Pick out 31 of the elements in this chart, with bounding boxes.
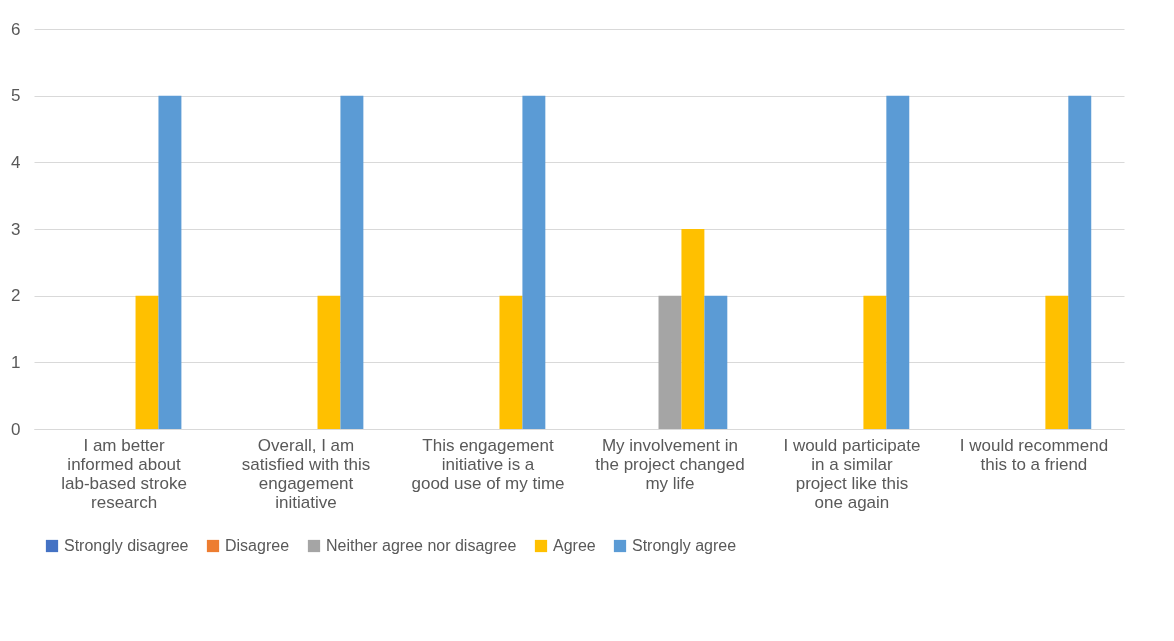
y-tick-label: 2: [11, 286, 21, 306]
x-tick-label: Overall, I am satisfied with this engagement initiative: [241, 435, 371, 512]
y-tick-label: 0: [11, 419, 21, 439]
bar: [158, 95, 182, 429]
y-tick-label: 1: [11, 352, 21, 372]
y-tick-label: 5: [11, 86, 21, 106]
bar: [886, 95, 910, 429]
legend-label: Neither agree nor disagree: [326, 537, 517, 554]
bar: [1045, 295, 1069, 429]
x-tick-label: This engagement initiative is a good use of my time: [411, 435, 565, 493]
bar: [658, 295, 682, 429]
legend-label: Strongly disagree: [64, 537, 189, 554]
bar: [681, 229, 705, 429]
bar: [1068, 95, 1092, 429]
bar: [340, 95, 364, 429]
bar: [704, 295, 728, 429]
bar: [317, 295, 341, 429]
x-tick-label: I am better informed about lab-based stroke research: [61, 435, 187, 512]
y-tick-label: 3: [11, 219, 21, 239]
bar: [522, 95, 546, 429]
x-tick-label: I would recommend this to a friend: [959, 435, 1109, 474]
bar: [135, 295, 159, 429]
bar: [863, 295, 887, 429]
legend-label: Strongly agree: [632, 537, 737, 554]
y-tick-label: 4: [11, 152, 21, 172]
bar: [499, 295, 523, 429]
x-tick-label: My involvement in the project changed my life: [595, 435, 745, 493]
legend-label: Disagree: [225, 537, 290, 554]
y-tick-label: 6: [11, 19, 21, 39]
x-tick-label: I would participate in a similar project like this one again: [783, 435, 921, 512]
legend-label: Agree: [553, 537, 596, 554]
